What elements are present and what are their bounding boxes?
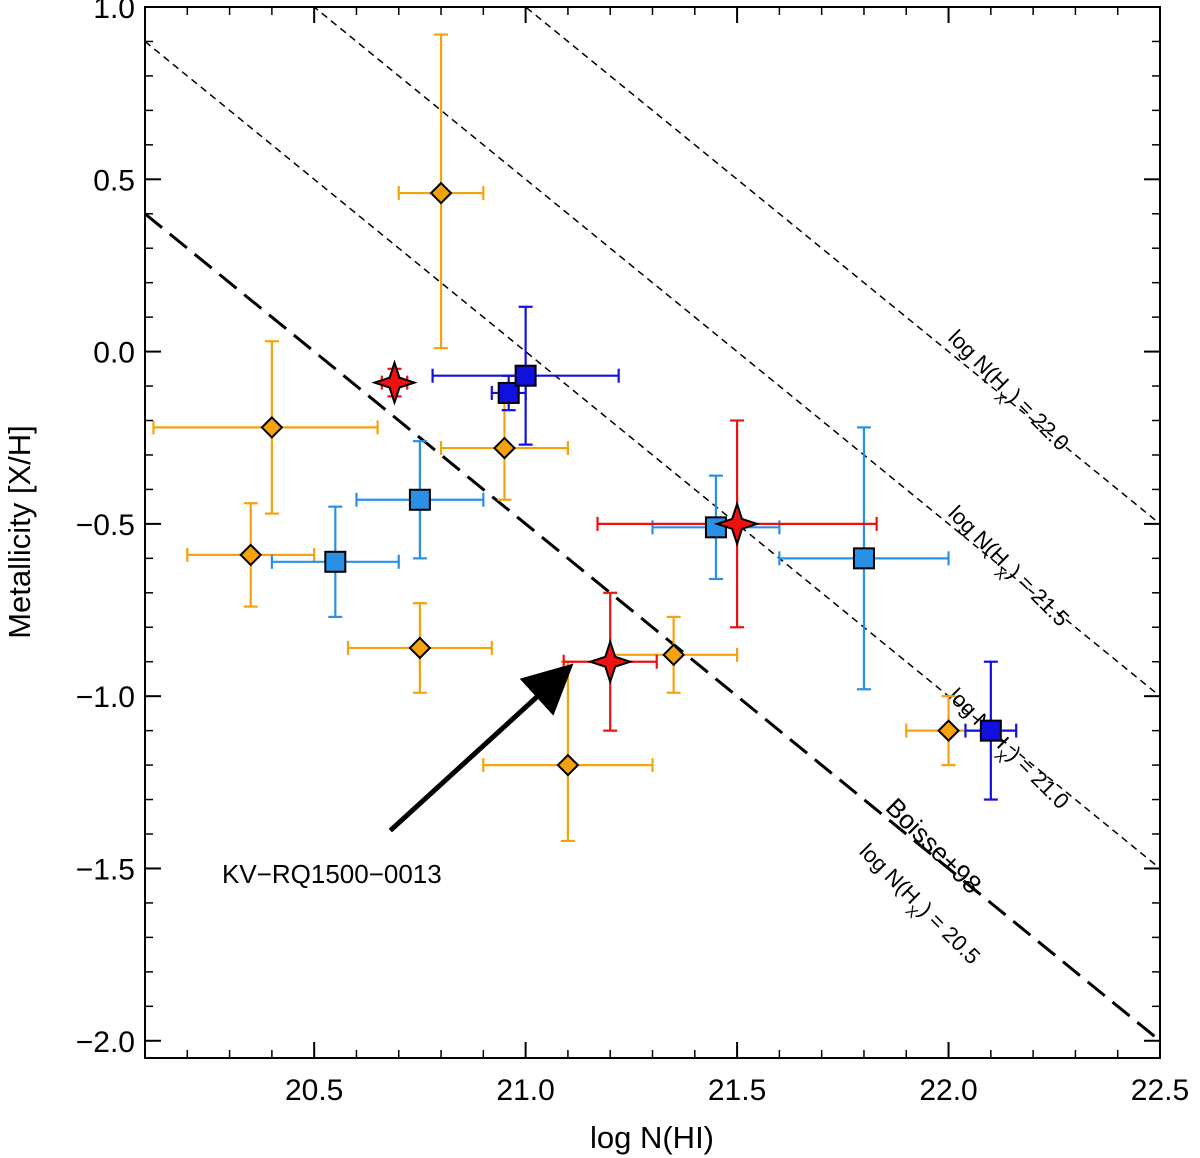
annotation: KV−RQ1500−0013 bbox=[222, 663, 574, 889]
orange-diamonds-point bbox=[556, 753, 580, 777]
orange-diamonds-point bbox=[493, 436, 516, 460]
y-tick-label: −0.5 bbox=[76, 509, 135, 542]
x-tick-label: 20.5 bbox=[285, 1074, 343, 1107]
orange-diamonds-point bbox=[260, 415, 284, 439]
reference-label-h21: log N(HX) = 21.0 bbox=[938, 683, 1074, 819]
light-blue-squares-point bbox=[408, 488, 431, 511]
red-stars-point bbox=[371, 359, 418, 406]
y-tick-label: −2.0 bbox=[76, 1026, 135, 1059]
x-tick-label: 21.5 bbox=[708, 1074, 766, 1107]
red-stars-point bbox=[586, 638, 634, 685]
reference-line-h215 bbox=[312, 7, 1160, 697]
y-tick-labels: 1.0 0.5 0.0 −0.5 −1.0 −1.5 −2.0 bbox=[76, 0, 135, 1059]
orange-diamonds-point bbox=[239, 543, 263, 567]
light-blue-squares-point bbox=[852, 547, 875, 570]
orange-diamonds-point bbox=[408, 636, 432, 660]
dark-blue-squares-point bbox=[514, 364, 537, 387]
orange-diamonds-point bbox=[662, 643, 686, 667]
y-tick-label: −1.0 bbox=[76, 681, 135, 714]
y-tick-label: 0.5 bbox=[93, 164, 135, 197]
reference-lines bbox=[145, 7, 1160, 1042]
reference-line-boisse bbox=[145, 212, 1160, 1042]
orange-diamonds-point bbox=[429, 181, 453, 205]
orange-diamonds-point bbox=[937, 719, 960, 743]
reference-label-h215: log N(HX) = 21.5 bbox=[938, 501, 1074, 637]
reference-line-h22 bbox=[524, 7, 1160, 525]
orange-diamonds-errorbar bbox=[482, 660, 654, 843]
y-tick-label: 0.0 bbox=[93, 337, 135, 370]
x-tick-labels: 20.5 21.0 21.5 22.0 22.5 bbox=[285, 1074, 1189, 1107]
dark-blue-squares-point bbox=[497, 381, 520, 404]
x-tick-label: 22.0 bbox=[919, 1074, 977, 1107]
y-tick-label: −1.5 bbox=[76, 853, 135, 886]
error-bars bbox=[152, 33, 1018, 843]
annotation-label: KV−RQ1500−0013 bbox=[222, 859, 442, 889]
light-blue-squares-point bbox=[704, 516, 727, 539]
dark-blue-squares-point bbox=[979, 719, 1002, 742]
light-blue-squares-point bbox=[324, 550, 347, 573]
red-stars-point bbox=[713, 500, 761, 548]
annotation-arrow bbox=[388, 663, 574, 833]
y-axis-title: Metallicity [X/H] bbox=[2, 425, 37, 639]
x-axis-title: log N(HI) bbox=[590, 1120, 714, 1155]
y-tick-label: 1.0 bbox=[93, 0, 135, 25]
x-tick-label: 21.0 bbox=[496, 1074, 554, 1107]
x-tick-label: 22.5 bbox=[1131, 1074, 1189, 1107]
data-markers bbox=[239, 181, 1002, 777]
reference-label-h22: log N(HX) = 22.0 bbox=[938, 325, 1074, 461]
axis-ticks bbox=[144, 6, 1161, 1058]
reference-line-h21 bbox=[145, 40, 1160, 870]
